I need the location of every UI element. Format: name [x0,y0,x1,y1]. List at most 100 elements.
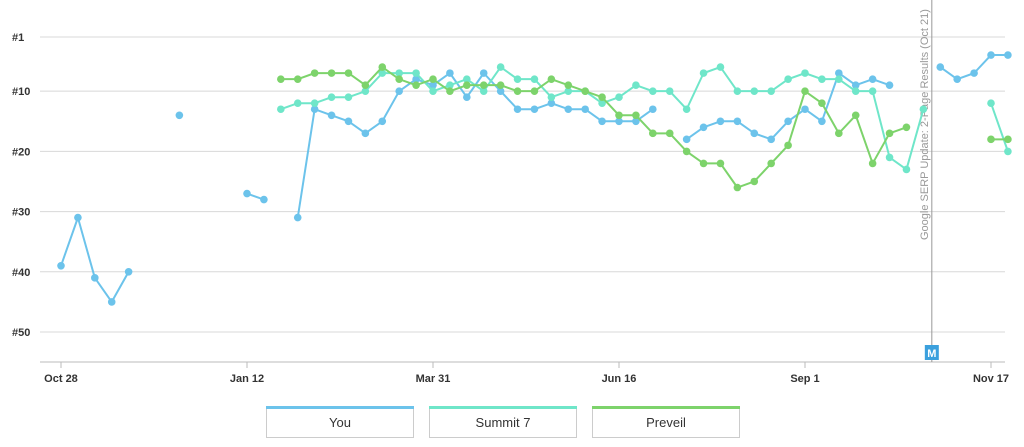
data-point[interactable] [649,129,657,138]
data-point[interactable] [412,75,420,83]
data-point[interactable] [716,117,725,126]
data-point[interactable] [818,99,826,108]
legend-item-summit-7[interactable]: Summit 7 [429,406,577,438]
data-point[interactable] [615,111,623,120]
data-point[interactable] [851,111,860,120]
data-point[interactable] [1004,147,1012,156]
legend-item-you[interactable]: You [266,406,414,438]
data-point[interactable] [987,135,995,144]
data-point[interactable] [919,105,928,114]
data-point[interactable] [868,159,877,168]
data-point[interactable] [902,123,911,132]
data-point[interactable] [835,75,843,83]
legend-item-preveil[interactable]: Preveil [592,406,740,438]
data-point[interactable] [260,195,268,204]
data-point[interactable] [463,75,471,83]
data-point[interactable] [598,93,606,102]
data-point[interactable] [733,117,742,126]
data-point[interactable] [429,87,437,95]
data-point[interactable] [885,153,894,162]
data-point[interactable] [868,75,877,83]
data-point[interactable] [767,87,775,95]
data-point[interactable] [987,99,995,108]
data-point[interactable] [784,75,792,83]
data-point[interactable] [615,93,623,102]
data-point[interactable] [564,81,573,89]
data-point[interactable] [547,75,556,83]
data-point[interactable] [310,105,319,114]
data-point[interactable] [463,93,471,102]
data-point[interactable] [682,105,691,114]
data-point[interactable] [310,99,319,108]
data-point[interactable] [801,69,809,77]
data-point[interactable] [615,117,623,126]
data-point[interactable] [581,105,589,114]
data-point[interactable] [344,69,353,77]
data-point[interactable] [733,87,742,95]
data-point[interactable] [361,81,370,89]
data-point[interactable] [699,123,708,132]
data-point[interactable] [513,105,522,114]
data-point[interactable] [750,177,759,186]
data-point[interactable] [378,117,387,126]
data-point[interactable] [57,261,65,270]
data-point[interactable] [361,129,370,138]
data-point[interactable] [547,93,556,102]
data-point[interactable] [361,87,370,95]
data-point[interactable] [818,75,826,83]
data-point[interactable] [344,93,353,102]
data-point[interactable] [987,51,995,59]
data-point[interactable] [479,69,488,77]
data-point[interactable] [801,105,809,114]
data-point[interactable] [513,87,522,95]
data-point[interactable] [598,117,606,126]
data-point[interactable] [463,81,471,89]
data-point[interactable] [868,87,877,95]
data-point[interactable] [699,159,708,168]
data-point[interactable] [243,189,251,198]
data-point[interactable] [632,117,640,126]
data-point[interactable] [953,75,961,83]
data-point[interactable] [412,81,420,89]
annotation-marker[interactable] [924,345,939,360]
data-point[interactable] [1004,135,1012,144]
data-point[interactable] [344,117,353,126]
data-point[interactable] [327,69,336,77]
data-point[interactable] [649,87,657,95]
data-point[interactable] [395,75,403,83]
data-point[interactable] [699,69,708,77]
data-point[interactable] [547,99,556,108]
data-point[interactable] [665,129,674,138]
data-point[interactable] [632,111,640,120]
data-point[interactable] [936,63,945,71]
data-point[interactable] [293,75,302,83]
data-point[interactable] [784,141,792,150]
data-point[interactable] [513,75,522,83]
data-point[interactable] [750,129,759,138]
data-point[interactable] [733,183,742,192]
data-point[interactable] [91,274,99,282]
data-point[interactable] [277,105,285,114]
data-point[interactable] [851,87,860,95]
data-point[interactable] [530,105,539,114]
data-point[interactable] [429,81,437,89]
data-point[interactable] [395,69,403,77]
data-point[interactable] [446,81,454,89]
data-point[interactable] [885,81,894,89]
annotation-marker-label[interactable]: M [927,348,936,360]
data-point[interactable] [885,129,894,138]
data-point[interactable] [175,111,184,120]
data-point[interactable] [293,99,302,108]
data-point[interactable] [327,93,336,102]
data-point[interactable] [649,105,657,114]
data-point[interactable] [581,87,589,95]
data-point[interactable] [496,63,505,71]
data-point[interactable] [716,159,725,168]
data-point[interactable] [496,87,505,95]
data-point[interactable] [446,87,454,95]
data-point[interactable] [378,69,387,77]
data-point[interactable] [665,87,674,95]
data-point[interactable] [496,81,505,89]
data-point[interactable] [327,111,336,120]
data-point[interactable] [378,63,387,71]
